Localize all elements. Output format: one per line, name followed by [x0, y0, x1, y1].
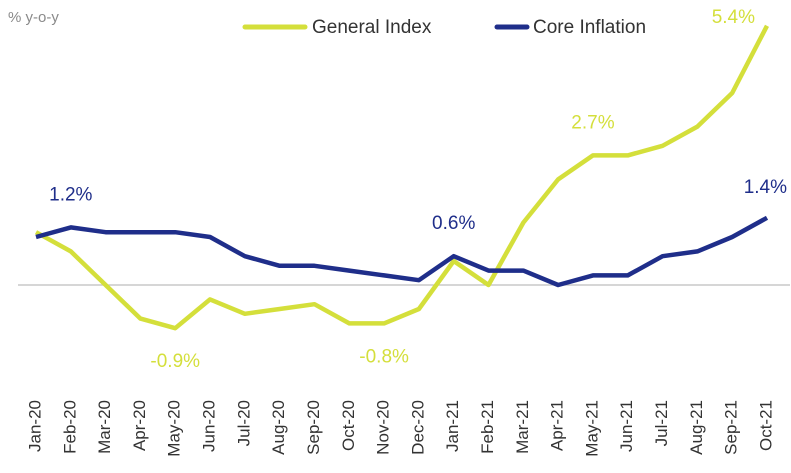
x-tick-label: May-20	[165, 400, 184, 457]
x-tick-label: Oct-20	[339, 400, 358, 451]
data-label: 0.6%	[432, 213, 475, 234]
x-tick-label: Aug-20	[269, 400, 288, 455]
x-tick-label: Apr-21	[548, 400, 567, 451]
data-label: 5.4%	[712, 7, 755, 28]
legend-label: Core Inflation	[533, 17, 646, 38]
x-tick-label: Apr-20	[130, 400, 149, 451]
x-tick-label: Feb-21	[478, 400, 497, 454]
x-tick-label: Dec-20	[408, 400, 427, 455]
y-axis-label: % y-o-y	[8, 9, 59, 26]
x-tick-label: Sep-21	[722, 400, 741, 455]
x-tick-label: Sep-20	[304, 400, 323, 455]
data-label: 1.4%	[744, 177, 787, 198]
data-label: 2.7%	[571, 112, 614, 133]
x-tick-label: Nov-20	[374, 400, 393, 455]
x-tick-label: Jan-21	[443, 400, 462, 452]
x-tick-label: Oct-21	[756, 400, 775, 451]
x-tick-label: Mar-20	[95, 400, 114, 454]
legend-label: General Index	[312, 17, 432, 38]
data-label: -0.8%	[359, 346, 409, 367]
data-label: 1.2%	[49, 184, 92, 205]
x-tick-label: May-21	[582, 400, 601, 457]
data-label: -0.9%	[150, 351, 200, 372]
series-line	[35, 215, 769, 288]
x-tick-label: Mar-21	[513, 400, 532, 454]
x-tick-label: Aug-21	[687, 400, 706, 455]
x-tick-label: Feb-20	[60, 400, 79, 454]
x-tick-label: Jun-21	[617, 400, 636, 452]
x-tick-label: Jun-20	[200, 400, 219, 452]
series-line	[34, 24, 769, 331]
x-tick-label: Jul-20	[234, 400, 253, 446]
x-tick-label: Jan-20	[25, 400, 44, 452]
x-tick-label: Jul-21	[652, 400, 671, 446]
